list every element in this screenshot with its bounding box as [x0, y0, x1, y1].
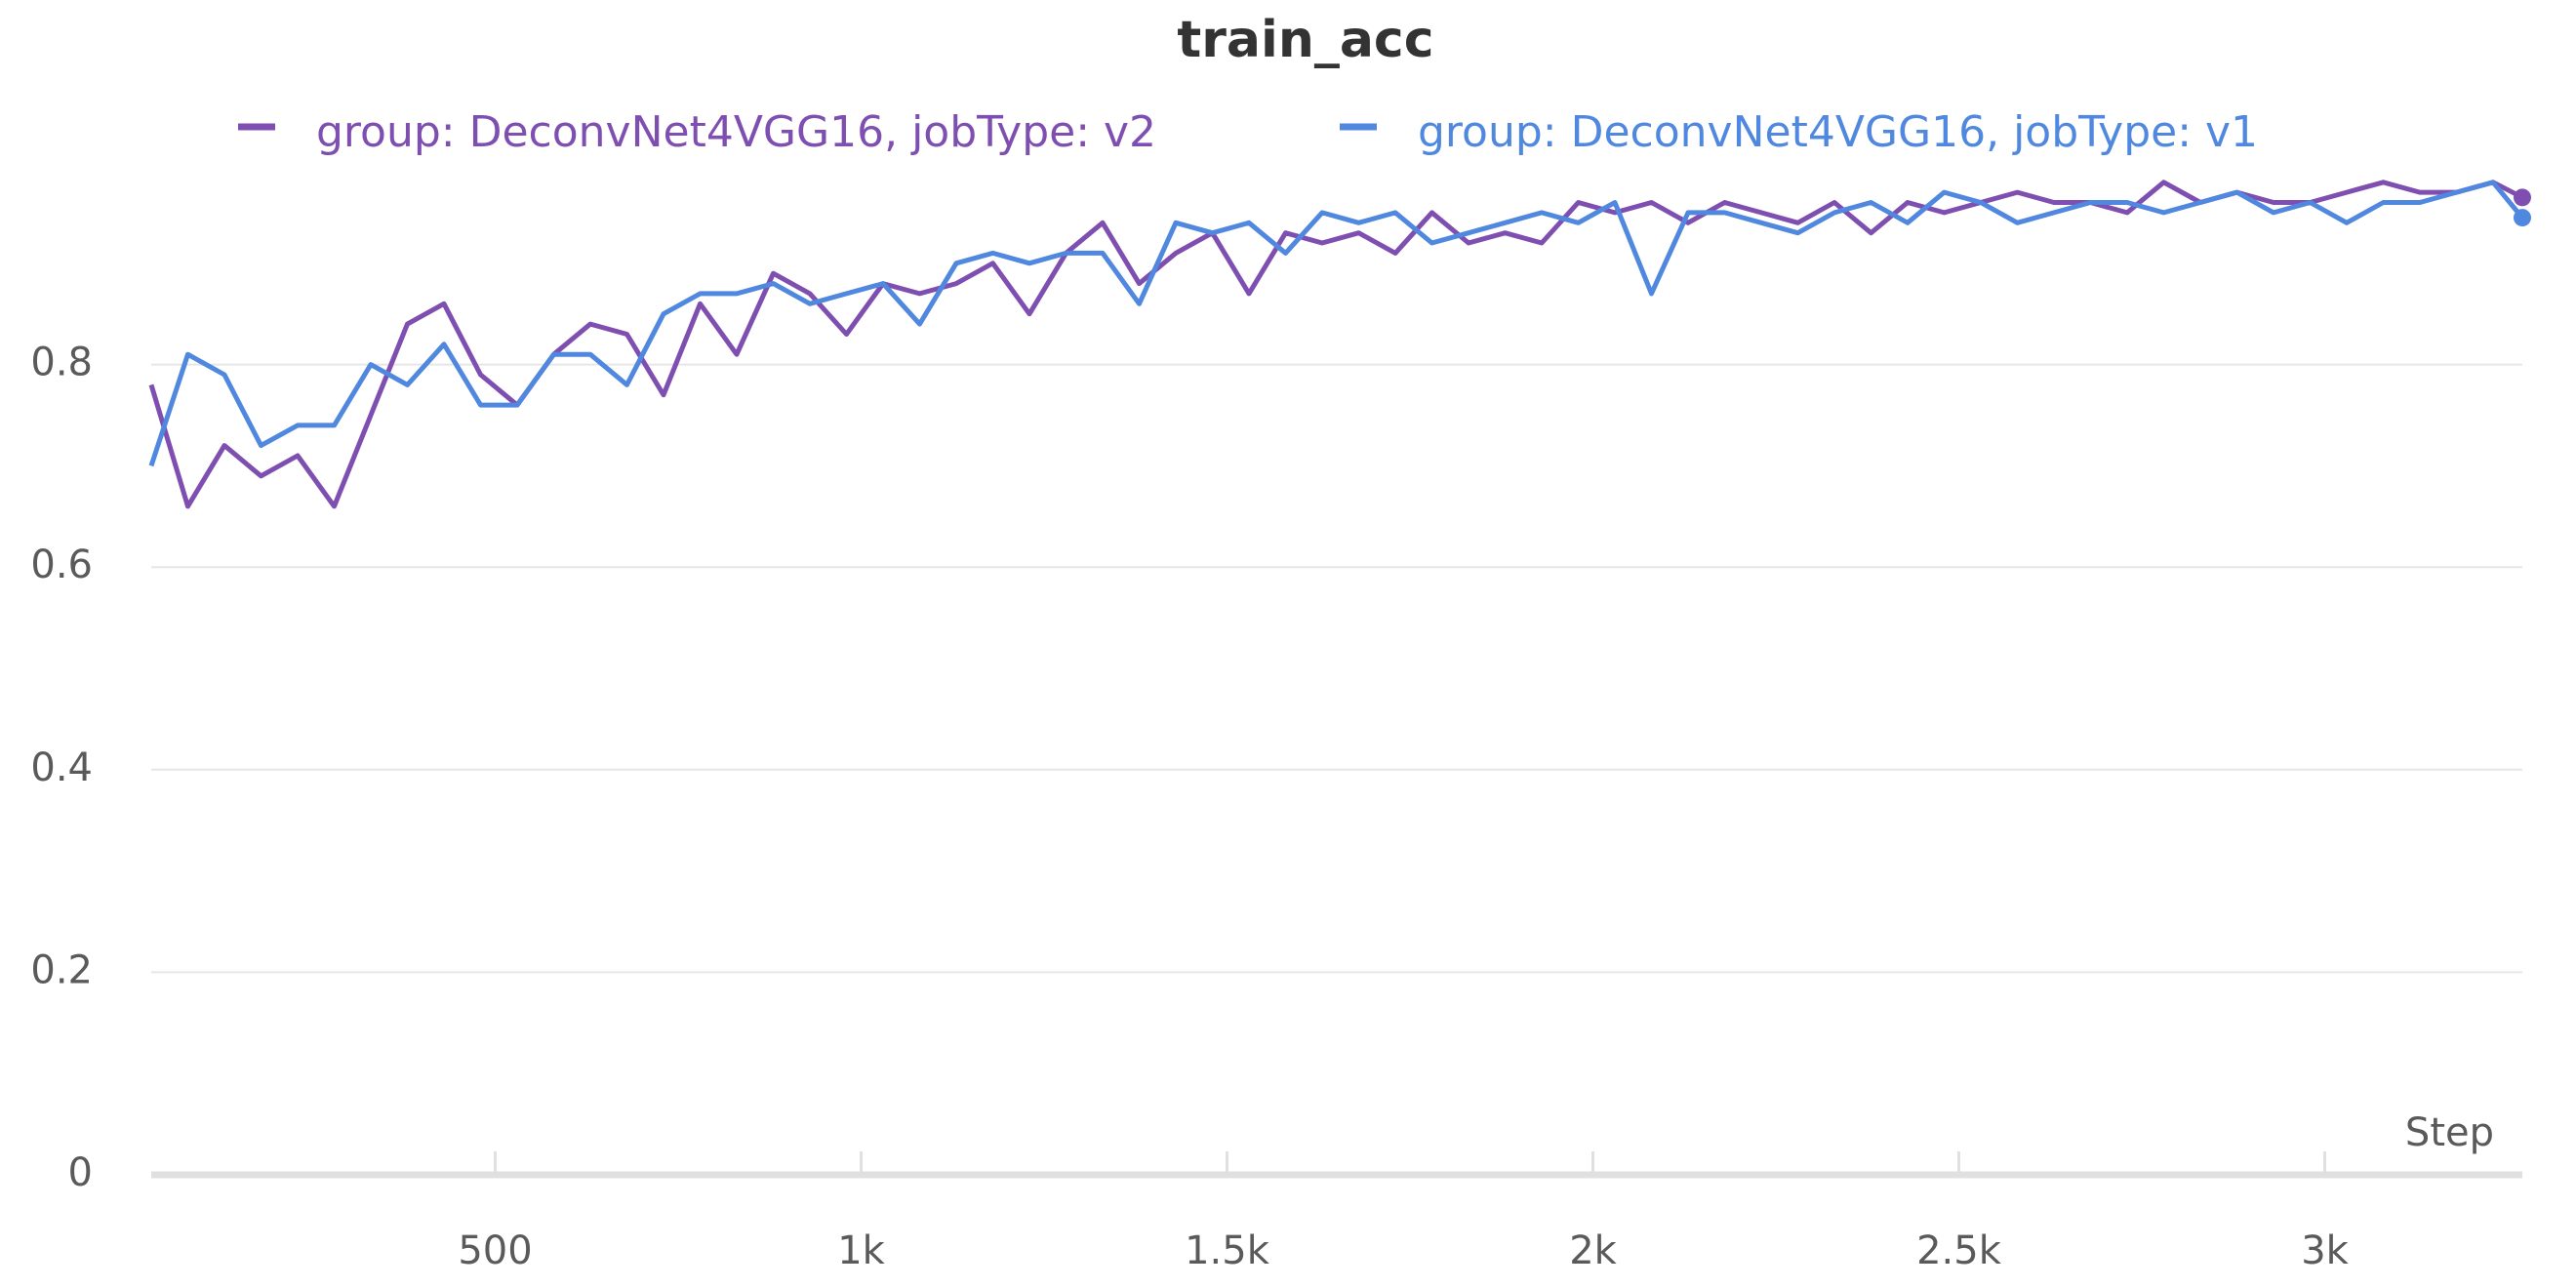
y-tick-label: 0	[68, 1150, 93, 1195]
y-tick-label: 0.2	[30, 947, 93, 992]
y-tick-label: 0.4	[30, 745, 93, 790]
x-tick-label: 1.5k	[1185, 1228, 1270, 1273]
legend-label: group: DeconvNet4VGG16, jobType: v2	[316, 107, 1156, 157]
x-tick-label: 2k	[1569, 1228, 1617, 1273]
end-dot	[2514, 188, 2531, 207]
x-tick-label: 500	[458, 1228, 532, 1273]
series-line	[148, 180, 2524, 509]
y-tick-label: 0.8	[30, 341, 93, 385]
x-tick-label: 3k	[2301, 1228, 2349, 1273]
x-tick-label: 1k	[837, 1228, 885, 1273]
chart-title: train_acc	[1177, 11, 1433, 69]
end-dot	[2514, 209, 2531, 227]
x-tick-label: 2.5k	[1916, 1228, 2002, 1273]
series-line	[148, 180, 2524, 467]
legend-label: group: DeconvNet4VGG16, jobType: v1	[1418, 107, 2258, 157]
x-axis-label: Step	[2405, 1110, 2494, 1155]
y-tick-label: 0.6	[30, 543, 93, 587]
